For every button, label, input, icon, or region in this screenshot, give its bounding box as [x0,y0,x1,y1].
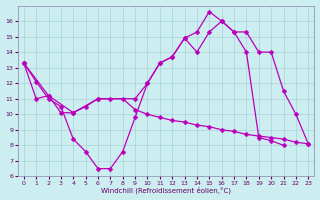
X-axis label: Windchill (Refroidissement éolien,°C): Windchill (Refroidissement éolien,°C) [101,187,231,194]
